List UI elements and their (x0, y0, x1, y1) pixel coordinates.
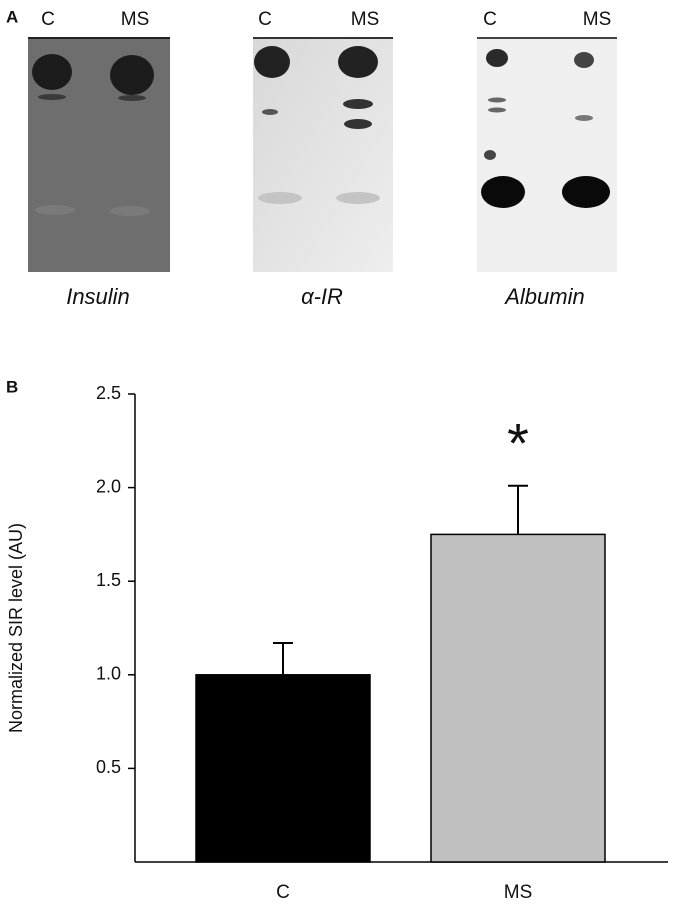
blot-albumin (477, 37, 617, 272)
lane-label: MS (121, 9, 150, 30)
y-tick-label: 1.0 (96, 664, 121, 684)
blot-alpha-ir (253, 37, 393, 272)
y-tick-label: 1.5 (96, 570, 121, 590)
blot-caption: Insulin (66, 284, 130, 309)
bar (430, 533, 606, 863)
lane-label: C (258, 9, 272, 30)
blot-caption: α-IR (301, 284, 343, 309)
bar (195, 674, 371, 863)
blot-insulin (28, 37, 170, 272)
y-axis-title: Normalized SIR level (AU) (6, 523, 26, 733)
panel-label: B (6, 377, 18, 396)
significance-marker: * (507, 412, 529, 475)
y-tick-label: 2.0 (96, 476, 121, 496)
blot-caption: Albumin (503, 284, 584, 309)
panel-label: A (6, 7, 18, 26)
lane-label: C (41, 9, 55, 30)
x-tick-label: MS (504, 882, 533, 903)
y-tick-label: 0.5 (96, 757, 121, 777)
lane-label: MS (351, 9, 380, 30)
lane-label: MS (583, 9, 612, 30)
y-tick-label: 2.5 (96, 383, 121, 403)
x-tick-label: C (276, 882, 290, 903)
lane-label: C (483, 9, 497, 30)
